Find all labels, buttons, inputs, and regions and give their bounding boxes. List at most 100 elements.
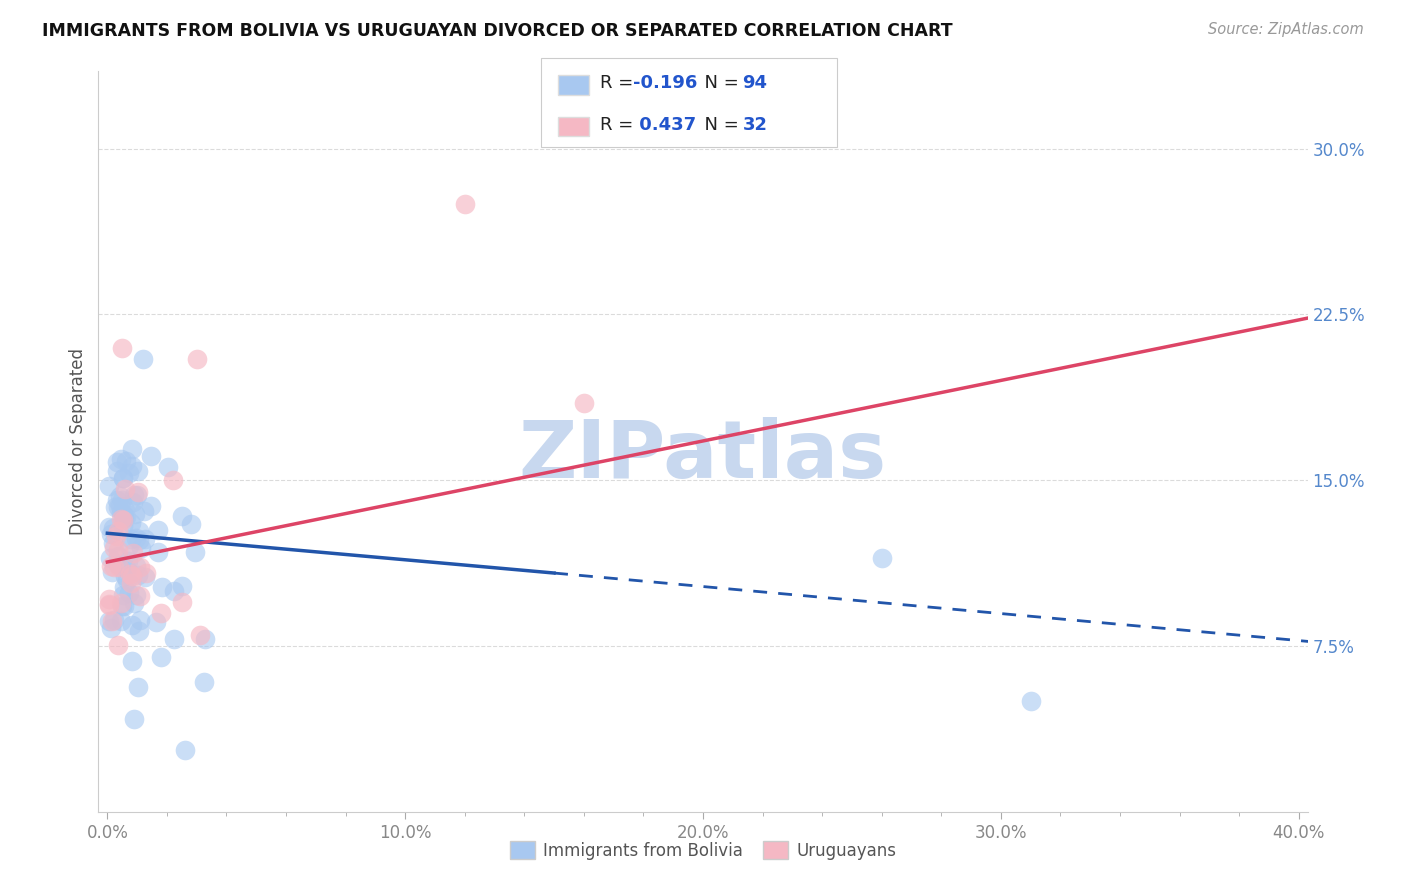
Point — [107, 500, 129, 515]
Point — [98, 550, 121, 565]
Y-axis label: Divorced or Separated: Divorced or Separated — [69, 348, 87, 535]
Text: 0.437: 0.437 — [633, 116, 696, 134]
Point — [97, 478, 120, 492]
Point — [120, 533, 142, 547]
Point — [101, 614, 124, 628]
Point — [112, 509, 135, 524]
Point — [114, 569, 136, 583]
Text: N =: N = — [693, 74, 745, 92]
Point — [122, 495, 145, 509]
Point — [124, 596, 146, 610]
Point — [454, 197, 477, 211]
Point — [121, 569, 143, 583]
Point — [132, 351, 155, 366]
Point — [108, 499, 131, 513]
Point — [193, 674, 215, 689]
Point — [98, 592, 121, 607]
Point — [145, 615, 167, 629]
Point — [139, 449, 162, 463]
Point — [103, 541, 125, 555]
Point — [121, 458, 143, 473]
Point — [105, 455, 128, 469]
Point — [114, 510, 136, 524]
Point — [188, 628, 211, 642]
Point — [100, 559, 122, 574]
Text: 32: 32 — [742, 116, 768, 134]
Text: IMMIGRANTS FROM BOLIVIA VS URUGUAYAN DIVORCED OR SEPARATED CORRELATION CHART: IMMIGRANTS FROM BOLIVIA VS URUGUAYAN DIV… — [42, 22, 953, 40]
Point — [111, 513, 134, 527]
Point — [121, 655, 143, 669]
Point — [105, 492, 128, 507]
Point — [101, 536, 124, 550]
Point — [104, 500, 127, 514]
Text: -0.196: -0.196 — [633, 74, 697, 92]
Point — [121, 442, 143, 456]
Point — [112, 508, 135, 523]
Point — [107, 524, 129, 539]
Point — [127, 488, 149, 502]
Point — [122, 488, 145, 502]
Point — [125, 531, 148, 545]
Point — [111, 588, 134, 602]
Point — [112, 519, 135, 533]
Point — [1019, 694, 1042, 708]
Point — [118, 466, 141, 480]
Point — [184, 545, 207, 559]
Point — [173, 743, 195, 757]
Point — [100, 526, 122, 541]
Text: R =: R = — [600, 74, 640, 92]
Point — [110, 452, 132, 467]
Point — [128, 560, 150, 574]
Point — [162, 473, 184, 487]
Text: N =: N = — [693, 116, 745, 134]
Point — [111, 341, 134, 355]
Point — [111, 492, 134, 507]
Point — [170, 595, 193, 609]
Point — [110, 599, 132, 614]
Point — [107, 558, 129, 572]
Point — [163, 632, 186, 646]
Point — [101, 565, 124, 579]
Point — [110, 614, 132, 628]
Point — [108, 489, 131, 503]
Point — [128, 533, 150, 548]
Point — [97, 520, 120, 534]
Point — [114, 483, 136, 497]
Point — [127, 680, 149, 694]
Point — [170, 579, 193, 593]
Point — [120, 516, 142, 531]
Point — [115, 573, 138, 587]
Point — [107, 638, 129, 652]
Point — [150, 580, 173, 594]
Point — [97, 597, 120, 611]
Point — [103, 613, 125, 627]
Point — [121, 617, 143, 632]
Text: Source: ZipAtlas.com: Source: ZipAtlas.com — [1208, 22, 1364, 37]
Point — [129, 589, 152, 603]
Point — [118, 539, 141, 553]
Point — [101, 521, 124, 535]
Point — [157, 459, 180, 474]
Point — [100, 621, 122, 635]
Point — [125, 588, 148, 602]
Point — [129, 614, 152, 628]
Point — [118, 585, 141, 599]
Point — [120, 576, 142, 591]
Point — [110, 596, 132, 610]
Point — [194, 632, 217, 647]
Point — [131, 541, 153, 555]
Point — [128, 524, 150, 538]
Point — [141, 499, 163, 513]
Point — [108, 560, 131, 574]
Point — [150, 649, 173, 664]
Point — [104, 528, 127, 542]
Point — [110, 507, 132, 521]
Point — [128, 624, 150, 638]
Point — [149, 606, 172, 620]
Point — [127, 484, 149, 499]
Point — [114, 502, 136, 516]
Point — [124, 507, 146, 521]
Point — [107, 549, 129, 563]
Point — [134, 532, 156, 546]
Point — [186, 351, 208, 366]
